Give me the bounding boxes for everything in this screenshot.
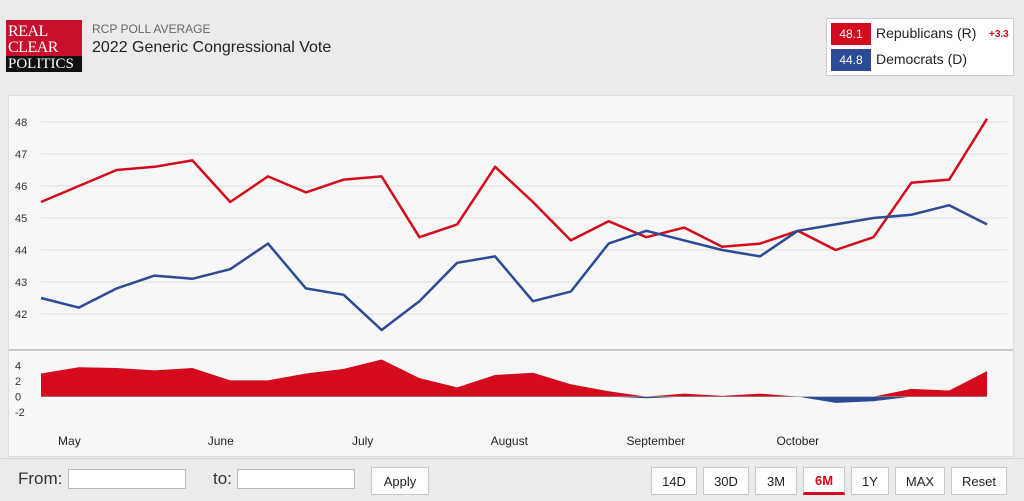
month-tick-label: May	[58, 434, 81, 448]
month-tick-label: August	[491, 434, 529, 448]
spread-tick-label: 0	[15, 392, 21, 404]
from-date-input[interactable]	[68, 469, 186, 489]
spread-area-republican	[41, 359, 987, 397]
republican-line	[40, 118, 989, 252]
apply-button[interactable]: Apply	[371, 467, 429, 495]
spread-tick-label: 4	[15, 361, 21, 373]
month-tick-label: June	[208, 434, 234, 448]
y-tick-label: 43	[15, 277, 27, 289]
logo-line-2: CLEAR	[8, 39, 58, 56]
rcp-logo[interactable]: REAL CLEAR POLITICS	[6, 20, 82, 72]
legend-box: 48.1 Republicans (R) +3.3 44.8 Democrats…	[826, 18, 1014, 76]
range-30d-button[interactable]: 30D	[703, 467, 749, 495]
y-tick-label: 48	[15, 117, 27, 129]
month-tick-label: September	[627, 434, 686, 448]
y-tick-label: 44	[15, 245, 27, 257]
chart-title: 2022 Generic Congressional Vote	[92, 39, 332, 56]
month-tick-label: October	[776, 434, 819, 448]
democrat-line	[40, 203, 988, 332]
chart-header: REAL CLEAR POLITICS RCP POLL AVERAGE 202…	[0, 0, 1024, 92]
spread-value: +3.3	[989, 29, 1009, 40]
y-tick-label: 46	[15, 181, 27, 193]
y-tick-label: 45	[15, 213, 27, 225]
range-controls: From: to: Apply 14D 30D 3M 6M 1Y MAX Res…	[0, 458, 1024, 501]
y-tick-label: 42	[15, 309, 27, 321]
chart-panel: 42 43 44 45 46 47 48 4 2 0 -2 May June July August Sept…	[8, 95, 1014, 457]
logo-line-1: REAL	[8, 23, 48, 40]
rep-label: Republicans (R)	[876, 25, 977, 41]
range-3m-button[interactable]: 3M	[755, 467, 797, 495]
to-label: to:	[213, 469, 232, 488]
dem-label: Democrats (D)	[876, 51, 968, 67]
range-1y-button[interactable]: 1Y	[851, 467, 889, 495]
y-tick-label: 47	[15, 149, 27, 161]
spread-area-democrat	[41, 396, 987, 403]
poll-kicker: RCP POLL AVERAGE	[92, 22, 211, 36]
range-max-button[interactable]: MAX	[895, 467, 945, 495]
rep-value-badge: 48.1	[831, 23, 871, 45]
reset-button[interactable]: Reset	[951, 467, 1007, 495]
logo-line-3: POLITICS	[6, 56, 82, 72]
range-6m-button[interactable]: 6M	[803, 467, 845, 495]
spread-tick-label: -2	[15, 407, 25, 419]
month-tick-label: July	[352, 434, 373, 448]
from-label: From:	[18, 469, 63, 488]
range-14d-button[interactable]: 14D	[651, 467, 697, 495]
spread-tick-label: 2	[15, 376, 21, 388]
to-date-input[interactable]	[237, 469, 355, 489]
dem-value-badge: 44.8	[831, 49, 871, 71]
